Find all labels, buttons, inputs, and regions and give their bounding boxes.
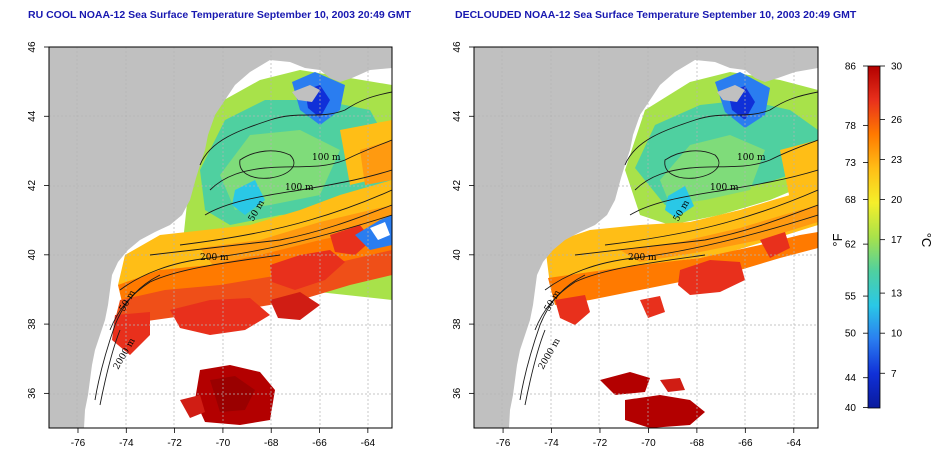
left-lon-tick-label: -66 — [312, 438, 327, 449]
celsius-tick-label: 30 — [891, 62, 903, 73]
celsius-tick-label: 10 — [891, 329, 903, 340]
contour-label: 100 m — [312, 153, 341, 163]
fahrenheit-tick-label: 55 — [845, 292, 857, 303]
colorbar: 30 26 23 20 17 13 10 7 86 78 73 68 62 55 50 44 40 °F °C — [830, 62, 934, 414]
celsius-tick-label: 26 — [891, 115, 903, 126]
left-lon-tick-label: -64 — [361, 438, 376, 449]
left-map: 100 m 100 m 50 m 200 m 50 m 2000 m -76 -7… — [27, 41, 393, 449]
left-axes: -76 -74 -72 -70 -68 -66 -64 36 38 40 42 44 46 — [27, 41, 376, 449]
fahrenheit-tick-label: 50 — [845, 329, 857, 340]
right-lon-tick-label: -72 — [593, 438, 608, 449]
colorbar-ticks: 30 26 23 20 17 13 10 7 86 78 73 68 62 55 50 44 40 — [845, 62, 903, 414]
left-lat-tick-label: 36 — [27, 387, 38, 399]
right-lat-tick-label: 36 — [452, 387, 463, 399]
left-lon-tick-label: -70 — [216, 438, 231, 449]
celsius-tick-label: 23 — [891, 155, 903, 166]
right-axes: -76 -74 -72 -70 -68 -66 -64 36 38 40 42 44 46 — [452, 41, 801, 449]
left-lon-tick-label: -74 — [119, 438, 134, 449]
left-lon-tick-label: -76 — [71, 438, 86, 449]
left-cape-cod — [292, 85, 320, 102]
right-bathymetry-contours — [519, 91, 818, 406]
celsius-tick-label: 17 — [891, 235, 903, 246]
left-lat-tick-label: 40 — [27, 249, 38, 261]
contour-label: 100 m — [710, 183, 739, 193]
colorbar-gradient — [867, 65, 881, 409]
contour-label: 100 m — [285, 183, 314, 193]
right-land — [474, 47, 818, 428]
right-map: 100 m 100 m 50 m 200 m 50 m 2000 m -76 -7… — [452, 41, 819, 449]
fahrenheit-tick-label: 44 — [845, 373, 857, 384]
contour-label: 100 m — [737, 153, 766, 163]
left-lon-tick-label: -68 — [264, 438, 279, 449]
contour-label: 200 m — [200, 253, 229, 263]
right-lon-tick-label: -68 — [690, 438, 705, 449]
left-lon-tick-label: -72 — [167, 438, 182, 449]
right-lat-tick-label: 42 — [452, 180, 463, 192]
left-grid — [49, 47, 392, 428]
celsius-tick-label: 13 — [891, 289, 903, 300]
celsius-label: °C — [919, 233, 934, 248]
fahrenheit-label: °F — [830, 233, 845, 246]
right-lon-tick-label: -76 — [496, 438, 511, 449]
right-lat-tick-label: 40 — [452, 249, 463, 261]
fahrenheit-tick-label: 62 — [845, 240, 857, 251]
right-lon-tick-label: -70 — [641, 438, 656, 449]
right-lat-tick-label: 46 — [452, 41, 463, 53]
fahrenheit-tick-label: 73 — [845, 158, 857, 169]
right-cape-cod — [717, 85, 745, 102]
left-lat-tick-label: 42 — [27, 180, 38, 192]
left-bathymetry-contours — [94, 91, 392, 406]
right-lon-tick-label: -74 — [544, 438, 559, 449]
right-lat-tick-label: 44 — [452, 110, 463, 122]
right-panel-title: DECLOUDED NOAA-12 Sea Surface Temperatur… — [455, 9, 857, 21]
right-lon-tick-label: -66 — [738, 438, 753, 449]
left-lat-tick-label: 44 — [27, 110, 38, 122]
celsius-tick-label: 20 — [891, 195, 903, 206]
fahrenheit-tick-label: 68 — [845, 195, 857, 206]
left-land — [49, 47, 392, 428]
right-lat-tick-label: 38 — [452, 318, 463, 330]
fahrenheit-tick-label: 86 — [845, 62, 857, 73]
right-map-frame — [473, 46, 819, 429]
left-map-frame — [48, 46, 393, 429]
left-lat-tick-label: 38 — [27, 318, 38, 330]
fahrenheit-tick-label: 40 — [845, 403, 857, 414]
left-panel-title: RU COOL NOAA-12 Sea Surface Temperature … — [28, 9, 412, 21]
right-lon-tick-label: -64 — [787, 438, 802, 449]
left-lat-tick-label: 46 — [27, 41, 38, 53]
right-grid — [474, 47, 818, 428]
celsius-tick-label: 7 — [891, 369, 897, 380]
fahrenheit-tick-label: 78 — [845, 121, 857, 132]
right-sst-field — [487, 72, 818, 428]
contour-label: 200 m — [628, 253, 657, 263]
